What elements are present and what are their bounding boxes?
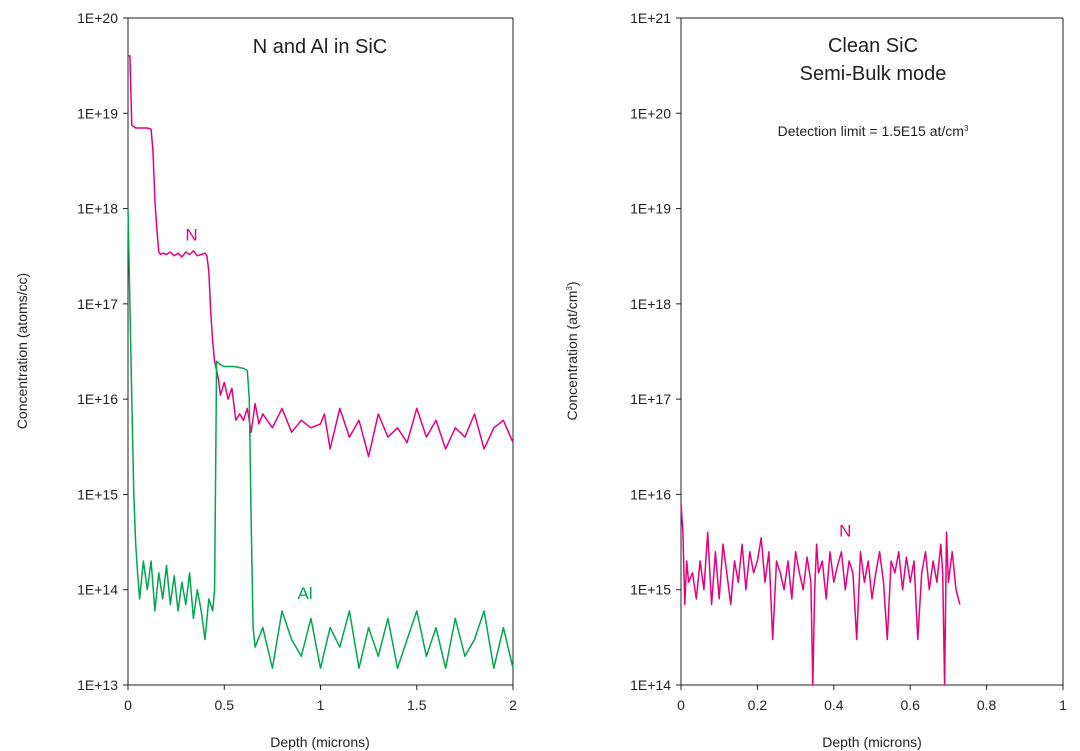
right-x-tick-label: 0.2	[748, 697, 768, 713]
left-series-label-n: N	[185, 226, 197, 245]
right-y-tick-label: 1E+16	[630, 486, 671, 502]
detection-limit-sup: 3	[964, 124, 969, 133]
right-y-axis-label-close: )	[564, 281, 580, 286]
detection-limit-annotation: Detection limit = 1.5E15 at/cm3	[778, 123, 969, 139]
right-chart-title-line1: Clean SiC	[828, 35, 918, 57]
right-y-tick-label: 1E+15	[630, 582, 671, 598]
left-series-n-line	[128, 56, 513, 457]
left-x-tick-label: 0	[124, 697, 132, 713]
left-y-tick-label: 1E+17	[77, 296, 118, 312]
chart-left: 1E+13 1E+14 1E+15 1E+16 1E+17 1E+18 1E+19 1E+20…	[14, 10, 517, 750]
left-y-tick-label: 1E+18	[77, 201, 118, 217]
left-x-tick-label: 1	[317, 697, 325, 713]
left-y-ticks: 1E+13 1E+14 1E+15 1E+16 1E+17 1E+18 1E+19 1E+20	[77, 10, 128, 693]
right-x-tick-label: 1	[1059, 697, 1067, 713]
right-x-tick-label: 0.4	[824, 697, 844, 713]
right-y-axis-label: Concentration (at/cm3)	[564, 281, 580, 420]
left-y-tick-label: 1E+19	[77, 105, 118, 121]
right-series-label-n: N	[839, 522, 851, 541]
left-x-ticks: 0 0.5 1 1.5 2	[124, 685, 517, 713]
left-y-tick-label: 1E+16	[77, 391, 118, 407]
right-y-tick-label: 1E+14	[630, 677, 671, 693]
left-series: N Al	[128, 56, 513, 668]
right-x-axis-label: Depth (microns)	[822, 734, 922, 750]
right-chart-title-line2: Semi-Bulk mode	[800, 63, 947, 85]
right-series-n-line	[681, 504, 960, 685]
left-y-tick-label: 1E+13	[77, 677, 118, 693]
right-series: N	[681, 504, 960, 685]
right-y-tick-label: 1E+20	[630, 105, 671, 121]
right-y-axis-label-text: Concentration (at/cm	[564, 291, 580, 421]
detection-limit-text: Detection limit = 1.5E15 at/cm	[778, 123, 964, 139]
left-y-tick-label: 1E+15	[77, 486, 118, 502]
left-y-tick-label: 1E+20	[77, 10, 118, 26]
left-y-tick-label: 1E+14	[77, 582, 118, 598]
left-x-tick-label: 0.5	[215, 697, 235, 713]
right-x-tick-label: 0.8	[977, 697, 997, 713]
chart-right: 1E+14 1E+15 1E+16 1E+17 1E+18 1E+19 1E+20 1E+21…	[564, 10, 1067, 750]
left-series-label-al: Al	[298, 584, 313, 603]
left-x-tick-label: 2	[509, 697, 517, 713]
left-x-tick-label: 1.5	[407, 697, 427, 713]
right-x-tick-label: 0.6	[900, 697, 920, 713]
right-y-ticks: 1E+14 1E+15 1E+16 1E+17 1E+18 1E+19 1E+20 1E+21	[630, 10, 681, 693]
right-y-tick-label: 1E+18	[630, 296, 671, 312]
left-y-axis-label: Concentration (atoms/cc)	[14, 273, 30, 429]
right-y-tick-label: 1E+19	[630, 201, 671, 217]
right-y-tick-label: 1E+21	[630, 10, 671, 26]
left-chart-title: N and Al in SiC	[253, 36, 388, 58]
right-x-tick-label: 0	[677, 697, 685, 713]
left-series-al-line	[128, 209, 513, 669]
right-y-tick-label: 1E+17	[630, 391, 671, 407]
left-x-axis-label: Depth (microns)	[270, 734, 370, 750]
right-x-ticks: 0 0.2 0.4 0.6 0.8 1	[677, 685, 1067, 713]
